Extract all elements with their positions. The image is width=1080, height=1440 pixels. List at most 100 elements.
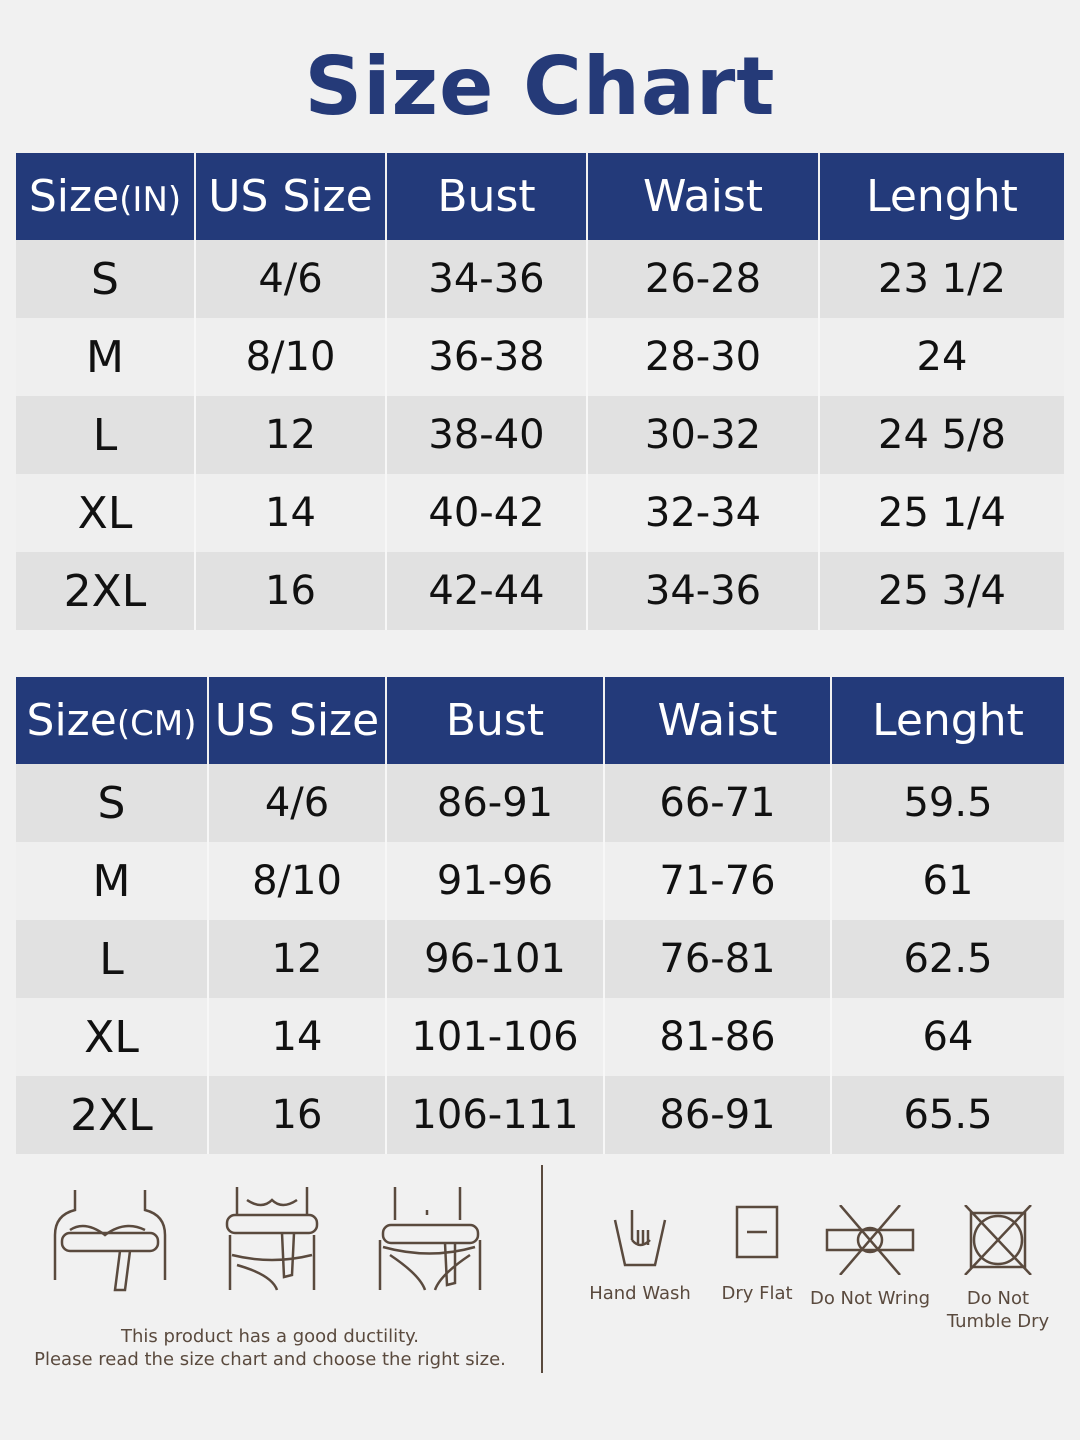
- table-cell: 86-91: [385, 764, 604, 842]
- table-cell: 24: [818, 318, 1064, 396]
- table-row: 2XL 16 106-111 86-91 65.5: [16, 1076, 1064, 1154]
- header-label: US Size: [208, 171, 373, 222]
- table-cell: M: [16, 318, 195, 396]
- page-title: Size Chart: [304, 40, 776, 133]
- column-header: Size(IN): [16, 153, 195, 240]
- table-cell: 4/6: [194, 240, 386, 318]
- header-unit: (CM): [116, 704, 197, 744]
- table-cell: 101-106: [385, 998, 604, 1076]
- table-cell: 65.5: [830, 1076, 1064, 1154]
- table-cell: S: [16, 240, 195, 318]
- header-label: Bust: [437, 171, 536, 222]
- table-cell: L: [16, 396, 195, 474]
- table-cell: XL: [16, 474, 195, 552]
- table-cell: 25 1/4: [818, 474, 1064, 552]
- care-label: Hand Wash: [589, 1283, 691, 1304]
- table-cell: 66-71: [603, 764, 831, 842]
- header-label: Lenght: [866, 171, 1018, 222]
- care-do-not-wring: Do Not Wring: [805, 1204, 935, 1310]
- table-cell: 8/10: [194, 318, 386, 396]
- header-unit: (IN): [119, 180, 182, 220]
- table-cell: 14: [207, 998, 386, 1076]
- table-cell: 24 5/8: [818, 396, 1064, 474]
- table-cell: 2XL: [16, 552, 195, 630]
- table-cell: 12: [194, 396, 386, 474]
- note-line-1: This product has a good ductility.: [120, 1326, 419, 1347]
- table-row: S 4/6 86-91 66-71 59.5: [16, 764, 1064, 842]
- table-cell: 23 1/2: [818, 240, 1064, 318]
- table-cell: 91-96: [385, 842, 604, 920]
- table-row: M 8/10 36-38 28-30 24: [16, 318, 1064, 396]
- table-row: S 4/6 34-36 26-28 23 1/2: [16, 240, 1064, 318]
- table-cell: 62.5: [830, 920, 1064, 998]
- column-header: Lenght: [818, 153, 1064, 240]
- waist-measure-icon: [225, 1187, 319, 1291]
- table-row: M 8/10 91-96 71-76 61: [16, 842, 1064, 920]
- header-label: Waist: [657, 695, 778, 746]
- table-cell: 76-81: [603, 920, 831, 998]
- table-row: 2XL 16 42-44 34-36 25 3/4: [16, 552, 1064, 630]
- dry-flat-icon: [735, 1205, 779, 1259]
- care-label: Do Not Wring: [809, 1288, 931, 1309]
- table-cell: S: [16, 764, 208, 842]
- table-row: XL 14 101-106 81-86 64: [16, 998, 1064, 1076]
- table-cell: 28-30: [586, 318, 819, 396]
- header-label: Size: [28, 171, 120, 222]
- header-label: Lenght: [872, 695, 1024, 746]
- table-cell: 106-111: [385, 1076, 604, 1154]
- column-header: Bust: [385, 677, 604, 764]
- size-table-inches: Size(IN) US Size Bust Waist Lenght S 4/6 34-36 2…: [16, 153, 1064, 630]
- column-header: US Size: [194, 153, 386, 240]
- table-cell: 36-38: [385, 318, 587, 396]
- header-label: Waist: [642, 171, 764, 222]
- note-line-2: Please read the size chart and choose th…: [34, 1349, 506, 1370]
- table-cell: 81-86: [603, 998, 831, 1076]
- table-cell: XL: [16, 998, 208, 1076]
- column-header: Waist: [603, 677, 831, 764]
- table-cell: 96-101: [385, 920, 604, 998]
- table-cell: 8/10: [207, 842, 386, 920]
- column-header: US Size: [207, 677, 386, 764]
- table-cell: 30-32: [586, 396, 819, 474]
- table-cell: 2XL: [16, 1076, 208, 1154]
- header-label: US Size: [214, 695, 380, 746]
- table-cell: 14: [194, 474, 386, 552]
- size-table-cm: Size(CM) US Size Bust Waist Lenght S 4/6 86-91 6…: [16, 677, 1064, 1154]
- table-cell: 64: [830, 998, 1064, 1076]
- header-label: Bust: [445, 695, 545, 746]
- table-cell: 25 3/4: [818, 552, 1064, 630]
- table-cell: 61: [830, 842, 1064, 920]
- do-not-wring-icon: [825, 1204, 915, 1276]
- column-header: Size(CM): [16, 677, 208, 764]
- table-cell: 86-91: [603, 1076, 831, 1154]
- table-cell: 71-76: [603, 842, 831, 920]
- hip-measure-icon: [378, 1187, 482, 1291]
- table-cell: 42-44: [385, 552, 587, 630]
- care-label: Do Not Tumble Dry: [946, 1288, 1050, 1332]
- table-cell: 26-28: [586, 240, 819, 318]
- table-cell: 34-36: [385, 240, 587, 318]
- column-header: Lenght: [830, 677, 1064, 764]
- table-cell: 38-40: [385, 396, 587, 474]
- divider: [541, 1165, 543, 1373]
- table-cell: M: [16, 842, 208, 920]
- table-row: L 12 38-40 30-32 24 5/8: [16, 396, 1064, 474]
- table-cell: 4/6: [207, 764, 386, 842]
- bust-measure-icon: [53, 1190, 167, 1292]
- table-row: L 12 96-101 76-81 62.5: [16, 920, 1064, 998]
- table-cell: 34-36: [586, 552, 819, 630]
- header-label: Size: [26, 695, 117, 746]
- column-header: Waist: [586, 153, 819, 240]
- care-hand-wash: Hand Wash: [575, 1205, 705, 1305]
- table-cell: 16: [194, 552, 386, 630]
- table-cell: 59.5: [830, 764, 1064, 842]
- table-row: XL 14 40-42 32-34 25 1/4: [16, 474, 1064, 552]
- table-cell: L: [16, 920, 208, 998]
- table-cell: 40-42: [385, 474, 587, 552]
- care-do-not-tumble-dry: Do Not Tumble Dry: [933, 1204, 1063, 1333]
- do-not-tumble-dry-icon: [964, 1204, 1032, 1276]
- care-dry-flat: Dry Flat: [692, 1205, 822, 1305]
- column-header: Bust: [385, 153, 587, 240]
- table-cell: 32-34: [586, 474, 819, 552]
- care-label: Dry Flat: [721, 1283, 793, 1304]
